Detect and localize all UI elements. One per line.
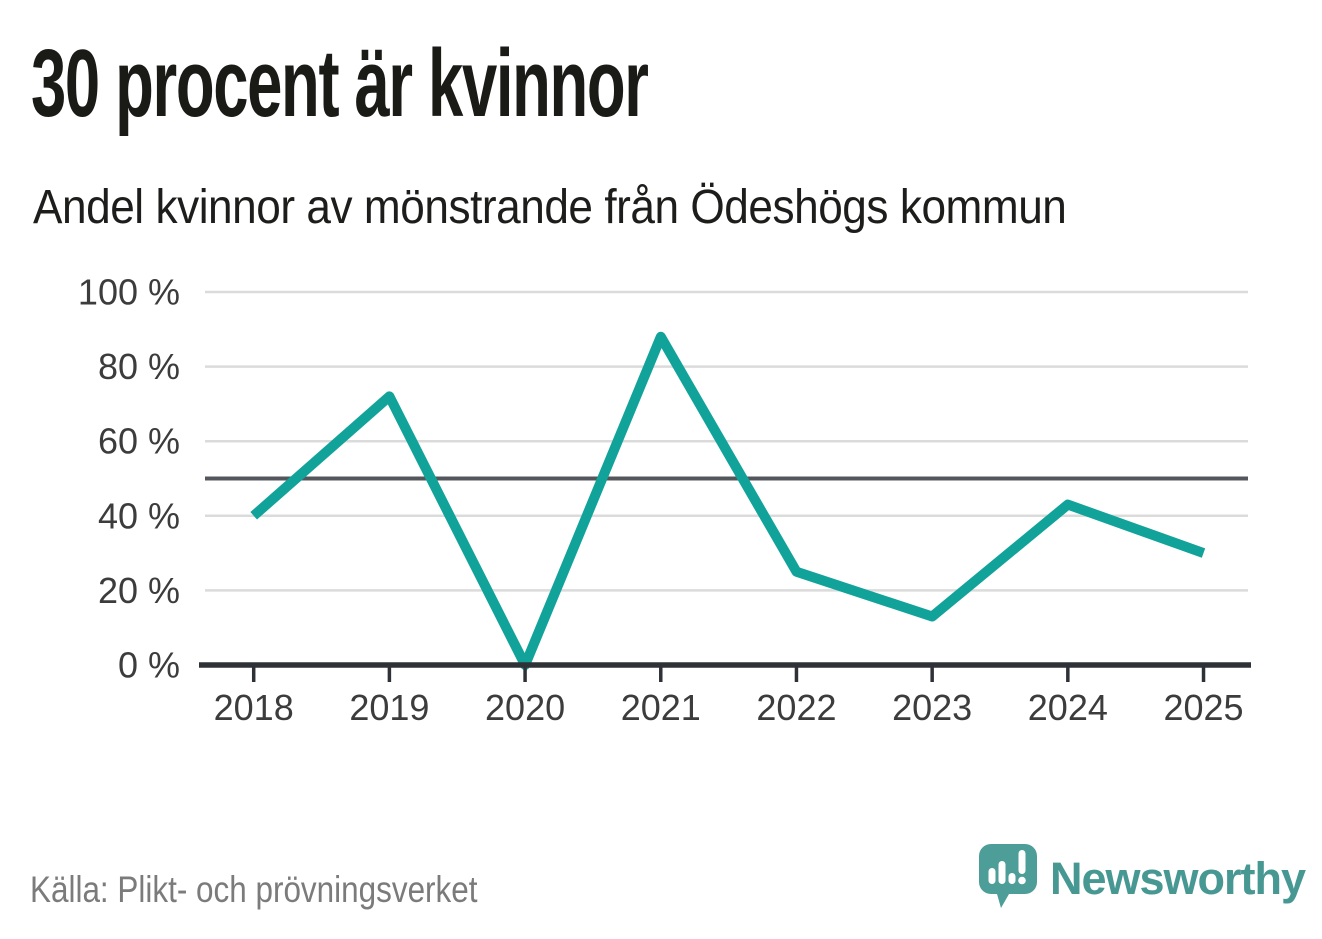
logo-bubble-shape xyxy=(979,844,1037,908)
logo-bar-1 xyxy=(988,868,996,884)
logo-exclamation-bar xyxy=(1018,850,1026,874)
brand-name: Newsworthy xyxy=(1050,853,1306,904)
x-tick-label: 2019 xyxy=(349,687,429,728)
y-tick-label: 20 % xyxy=(98,570,180,611)
x-tick-label: 2021 xyxy=(621,687,701,728)
y-tick-label: 0 % xyxy=(118,645,180,686)
x-tick-label: 2020 xyxy=(485,687,565,728)
y-tick-label: 100 % xyxy=(78,272,180,313)
y-tick-label: 60 % xyxy=(98,421,180,462)
headline: 30 procent är kvinnor xyxy=(31,30,649,137)
newsworthy-logo: Newsworthy xyxy=(979,843,1306,915)
x-tick-label: 2022 xyxy=(756,687,836,728)
logo-exclamation-dot xyxy=(1018,876,1026,885)
logo-bar-3 xyxy=(1008,873,1016,884)
line-chart: 0 % 20 % 40 % 60 % 80 % 100 % 2018 2019 2020 2021… xyxy=(78,272,1251,728)
chart-subtitle: Andel kvinnor av mönstrande från Ödeshög… xyxy=(33,181,1067,234)
source-note: Källa: Plikt- och prövningsverket xyxy=(30,869,478,910)
y-tick-label: 80 % xyxy=(98,346,180,387)
x-tick-label: 2024 xyxy=(1028,687,1108,728)
x-tick-label: 2018 xyxy=(214,687,294,728)
x-tick-label: 2025 xyxy=(1163,687,1243,728)
y-tick-label: 40 % xyxy=(98,495,180,536)
data-line-series xyxy=(250,331,1206,670)
newsworthy-logo-icon xyxy=(979,844,1037,908)
x-tick-label: 2023 xyxy=(892,687,972,728)
logo-bar-2 xyxy=(998,861,1006,884)
